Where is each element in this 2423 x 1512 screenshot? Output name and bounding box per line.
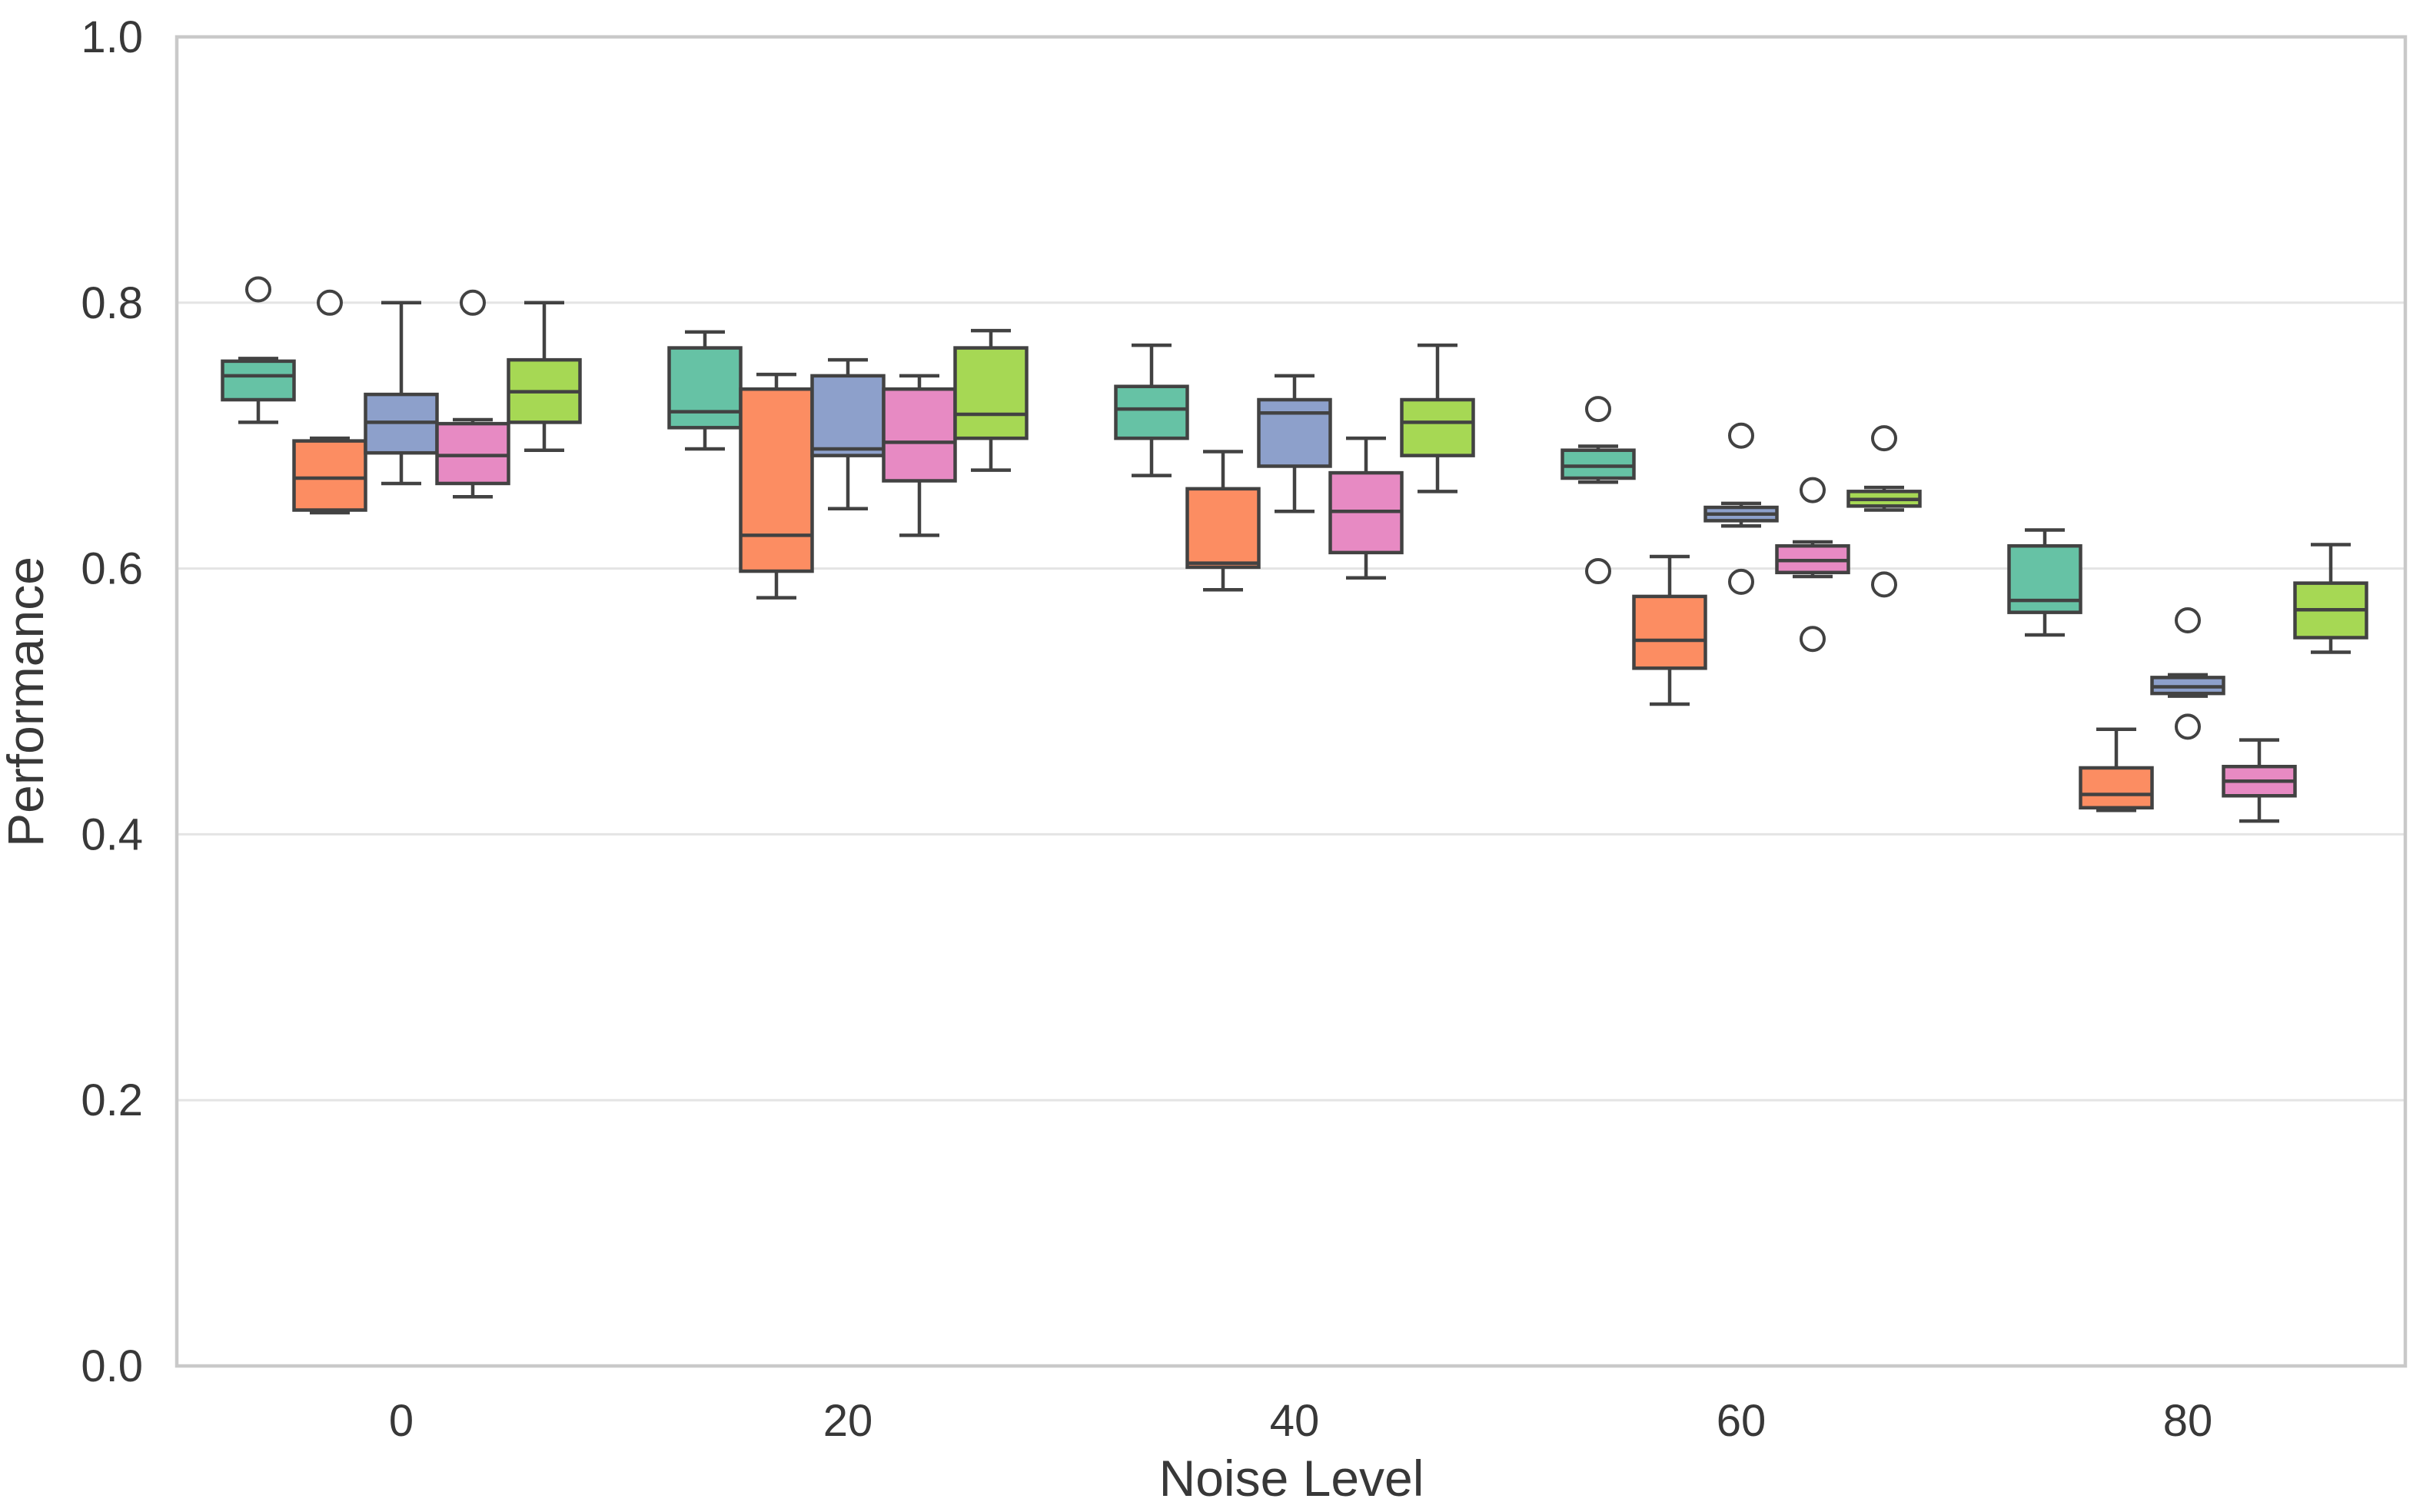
outlier-point (1728, 422, 1754, 449)
outlier-point (1728, 568, 1754, 595)
outlier-point (1585, 558, 1611, 585)
x-tick-label-60: 60 (1717, 1396, 1767, 1446)
box-series-3-blue-noise80 (2150, 607, 2225, 740)
y-tick-labels: 0.0 0.2 0.4 0.6 0.8 1.0 (81, 12, 143, 1391)
box-series-4-pink-noise60 (1775, 477, 1850, 653)
box-rect (1185, 487, 1261, 570)
box-rect (739, 387, 814, 573)
box-rect (1632, 594, 1707, 670)
box-rect (2079, 766, 2154, 810)
box-series-1-teal-noise60 (1560, 396, 1636, 585)
box-series-2-orange-noise20 (739, 372, 814, 600)
box-rect (1257, 397, 1332, 468)
outlier-point (2175, 713, 2201, 740)
x-tick-label-20: 20 (823, 1396, 873, 1446)
box-rect (2007, 543, 2082, 614)
box-series-2-orange-noise40 (1185, 450, 1261, 592)
box-series-2-orange-noise0 (292, 289, 367, 515)
box-rect (435, 421, 510, 486)
box-rect (1400, 397, 1475, 457)
box-series-3-blue-noise20 (810, 357, 886, 511)
box-series-4-pink-noise80 (2222, 738, 2297, 823)
outlier-point (1800, 477, 1826, 503)
box-series-5-green-noise40 (1400, 343, 1475, 493)
box-rect (221, 359, 296, 402)
outlier-point (1800, 626, 1826, 653)
box-rect (953, 346, 1029, 440)
y-tick-label-0.0: 0.0 (81, 1341, 143, 1391)
x-tick-label-40: 40 (1270, 1396, 1320, 1446)
box-series-1-teal-noise20 (667, 330, 743, 451)
box-rect (882, 387, 957, 483)
box-rect (292, 439, 367, 512)
outlier-point (460, 289, 486, 316)
y-tick-label-0.4: 0.4 (81, 809, 143, 859)
y-tick-label-0.8: 0.8 (81, 278, 143, 328)
box-series-3-blue-noise0 (364, 301, 439, 486)
box-series-2-orange-noise80 (2079, 727, 2154, 812)
box-rect (667, 346, 743, 430)
outlier-point (1871, 425, 1897, 452)
y-tick-label-0.2: 0.2 (81, 1075, 143, 1125)
outlier-point (245, 276, 271, 303)
y-axis-label: Performance (0, 557, 54, 847)
plot-border (174, 35, 2408, 1368)
box-rect (1114, 384, 1189, 440)
box-series-1-teal-noise80 (2007, 528, 2082, 637)
box-series-4-pink-noise0 (435, 289, 510, 499)
box-series-3-blue-noise40 (1257, 374, 1332, 513)
outlier-point (1585, 396, 1611, 423)
box-series-1-teal-noise40 (1114, 343, 1189, 477)
y-tick-label-1.0: 1.0 (81, 12, 143, 62)
x-tick-label-0: 0 (389, 1396, 414, 1446)
outlier-point (317, 289, 343, 316)
box-series-4-pink-noise20 (882, 374, 957, 537)
x-tick-labels: 0 20 40 60 80 (389, 1396, 2212, 1446)
box-series-3-blue-noise60 (1703, 422, 1779, 595)
x-tick-label-80: 80 (2163, 1396, 2213, 1446)
box-series-4-pink-noise40 (1328, 436, 1404, 580)
outlier-point (1871, 571, 1897, 598)
box-series-5-green-noise20 (953, 328, 1029, 472)
box-series-2-orange-noise60 (1632, 554, 1707, 706)
box-rect (810, 374, 886, 457)
box-series-1-teal-noise0 (221, 276, 296, 424)
box-layer (221, 276, 2368, 823)
box-series-5-green-noise60 (1846, 425, 1922, 598)
x-axis-label: Noise Level (1159, 1450, 1424, 1507)
box-series-5-green-noise0 (507, 301, 582, 452)
outlier-point (2175, 607, 2201, 634)
y-tick-label-0.6: 0.6 (81, 544, 143, 594)
box-rect (1560, 448, 1636, 480)
box-series-5-green-noise80 (2293, 543, 2368, 654)
